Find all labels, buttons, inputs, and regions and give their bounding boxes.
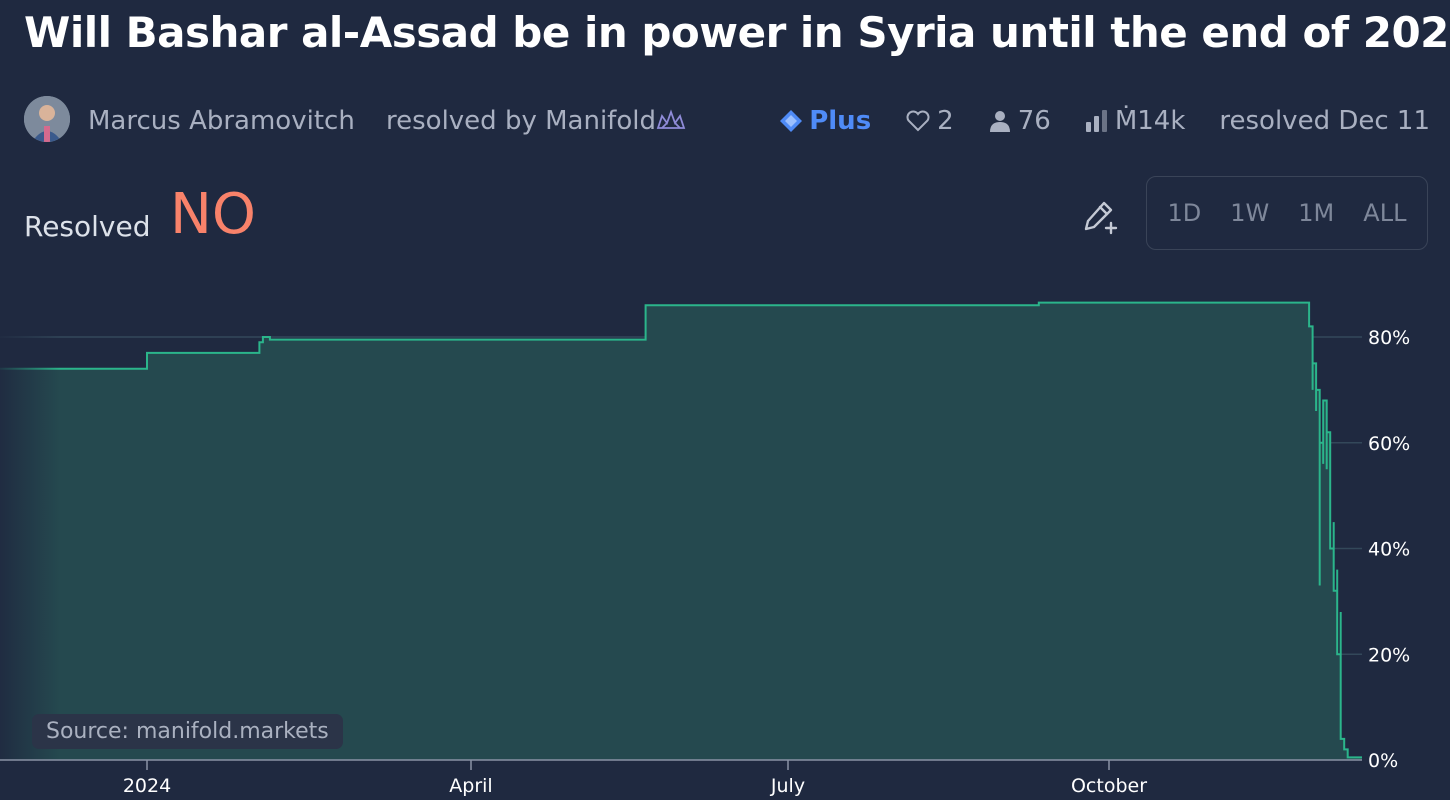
resolution-value: NO	[170, 182, 256, 247]
time-range-selector: 1D 1W 1M ALL	[1146, 176, 1428, 250]
author-name[interactable]: Marcus Abramovitch	[88, 106, 355, 136]
add-annotation-button[interactable]	[1080, 197, 1120, 237]
plus-badge[interactable]: Plus	[779, 106, 871, 136]
range-1m-button[interactable]: 1M	[1298, 199, 1335, 227]
y-tick-label: 40%	[1368, 539, 1410, 561]
like-button[interactable]: 2	[905, 106, 954, 136]
resolved-label: Resolved	[24, 210, 151, 243]
crown-icon	[656, 108, 686, 136]
y-tick-label: 60%	[1368, 433, 1410, 455]
x-tick-label: April	[449, 775, 492, 797]
market-stats: Plus 2 76 Ṁ14k resolved Dec 11	[745, 106, 1430, 136]
range-1d-button[interactable]: 1D	[1167, 199, 1202, 227]
y-tick-label: 80%	[1368, 327, 1410, 349]
heart-icon	[906, 110, 930, 132]
range-1w-button[interactable]: 1W	[1230, 199, 1270, 227]
person-icon	[989, 111, 1010, 132]
x-tick-label: 2024	[123, 775, 171, 797]
probability-line	[0, 301, 1362, 759]
traders-stat[interactable]: 76	[988, 106, 1051, 136]
bar-chart-icon	[1085, 110, 1107, 132]
left-fade-overlay	[0, 280, 60, 760]
probability-area	[0, 302, 1362, 760]
like-count: 2	[937, 106, 954, 136]
market-meta-row: Marcus Abramovitch resolved by Manifold …	[24, 96, 1430, 144]
x-tick-label: July	[770, 775, 805, 797]
market-title: Will Bashar al-Assad be in power in Syri…	[24, 8, 1450, 57]
volume-stat[interactable]: Ṁ14k	[1085, 106, 1186, 136]
avatar[interactable]	[24, 96, 70, 142]
y-tick-label: 20%	[1368, 644, 1410, 666]
probability-chart[interactable]: 2024 April July October 0% 20% 40% 60% 80%	[0, 280, 1450, 800]
traders-count: 76	[1017, 106, 1051, 136]
x-tick-label: October	[1071, 775, 1147, 797]
y-tick-label: 0%	[1368, 750, 1398, 772]
resolved-date: resolved Dec 11	[1219, 106, 1430, 136]
diamond-icon	[780, 110, 803, 132]
plus-label: Plus	[809, 106, 872, 136]
source-label: Source: manifold.markets	[32, 714, 343, 749]
pencil-plus-icon	[1084, 201, 1118, 235]
resolver-label: resolved by Manifold	[386, 106, 656, 136]
range-all-button[interactable]: ALL	[1363, 199, 1407, 227]
volume-value: Ṁ14k	[1114, 106, 1186, 136]
